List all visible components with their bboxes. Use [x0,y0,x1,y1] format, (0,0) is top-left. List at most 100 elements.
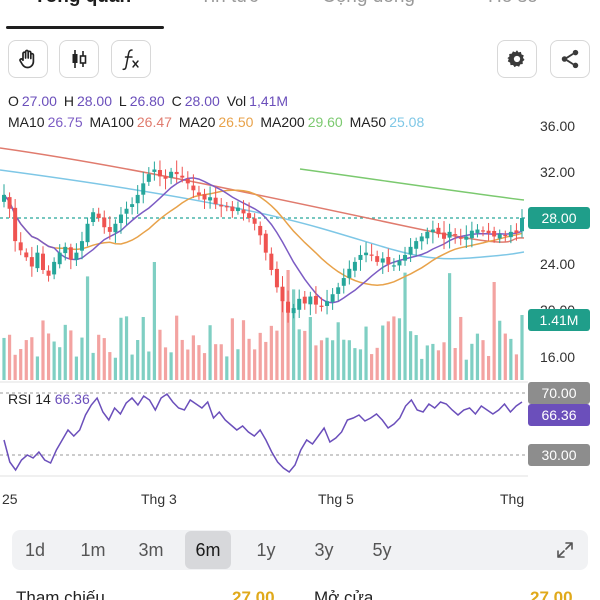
x-axis-label: Thg 3 [141,491,177,507]
ma20-line [3,189,523,287]
volume-bar [308,317,312,380]
candle-body [174,171,179,175]
volume-bar [386,321,390,380]
volume-bar [319,340,324,380]
tab-overview[interactable]: Tổng quan [34,0,131,8]
period-6m[interactable]: 6m [185,531,231,569]
volume-bar [464,359,468,380]
candle-body [325,301,330,306]
candle-body [169,171,174,178]
function-icon [122,49,139,71]
volume-bar [325,337,329,380]
volume-bar [102,338,106,380]
candle-body [430,229,435,233]
volume-bar [420,358,424,380]
period-1m[interactable]: 1m [80,539,106,560]
candle-body [486,230,491,234]
tab-news[interactable]: Tin tức [200,0,258,8]
candle-body [308,296,313,305]
volume-bar [186,349,190,380]
candle-body [219,204,224,207]
volume-bar [425,345,429,380]
ma200-label: MA200 [260,114,305,130]
close-label: C [171,93,182,109]
period-3y[interactable]: 3y [314,539,334,560]
drawing-tool-button[interactable] [8,40,48,78]
volume-bar [163,347,168,380]
rsi-value-tag: 66.36 [528,404,590,426]
candle-body [2,194,6,202]
candle-body [514,230,519,234]
candle-body [369,254,374,256]
candle-body [18,242,23,251]
volume-bar [409,331,413,380]
volume-bar [197,345,201,380]
ma200-line [299,168,525,201]
volume-bar [336,322,340,380]
volume-bar [264,341,268,380]
candle-body [508,231,513,238]
open-label: O [8,93,19,109]
price-axis-label: 16.00 [540,349,576,365]
share-button[interactable] [550,40,590,78]
chart-type-button[interactable] [59,40,99,78]
candle-body [163,176,168,179]
candle-body [35,252,40,269]
x-axis-label: 25 [2,491,18,507]
rsi-lower-tag: 30.00 [528,444,590,466]
volume-bar [225,356,229,380]
volume-bar [208,325,212,380]
candle-body [391,265,396,267]
candle-body [425,231,430,239]
volume-bar [331,340,335,380]
candle-body [475,229,480,233]
period-3m[interactable]: 3m [138,539,164,560]
volume-bar [2,337,6,380]
candle-body [202,194,207,200]
volume-bar [280,298,285,380]
tab-profile[interactable]: Hồ sơ [488,0,540,8]
volume-bar [91,352,95,380]
candle-body [57,252,62,265]
reference-value: 27.00 [232,588,275,600]
chart-settings-button[interactable] [497,40,537,78]
candle-body [68,247,73,260]
volume-bar [520,315,524,380]
candle-body [40,253,45,270]
volume-bar [80,337,84,380]
tab-community[interactable]: Cộng đồng [322,0,415,8]
ma20-value: 26.50 [218,114,254,130]
fullscreen-button[interactable] [545,531,585,569]
candle-body [442,232,447,239]
period-5y[interactable]: 5y [372,539,392,560]
period-1y[interactable]: 1y [256,539,276,560]
candle-body [414,241,419,249]
price-axis-label: 24.00 [540,256,576,272]
candle-body [91,212,96,223]
hand-icon [19,49,35,69]
candlestick-icon [72,50,87,68]
ma100-value: 26.47 [136,114,172,130]
volume-bar [191,335,195,380]
candle-body [102,217,107,228]
volume-bar [35,356,40,380]
candle-body [280,286,285,302]
ma10-label: MA10 [8,114,45,130]
rsi-line [3,392,523,474]
last-price-tag: 28.00 [528,207,590,229]
volume-bar [431,343,435,380]
indicators-button[interactable] [111,40,151,78]
candle-body [141,183,146,195]
volume-bar [124,316,129,380]
volume-bar [286,270,290,380]
volume-bar [147,351,151,380]
candle-body [224,206,229,208]
high-label: H [63,93,74,109]
ma100-label: MA100 [89,114,134,130]
volume-bar [236,349,240,380]
volume-bar [69,330,73,380]
candle-body [74,252,79,260]
period-1d[interactable]: 1d [24,539,46,560]
candle-body [135,194,140,204]
